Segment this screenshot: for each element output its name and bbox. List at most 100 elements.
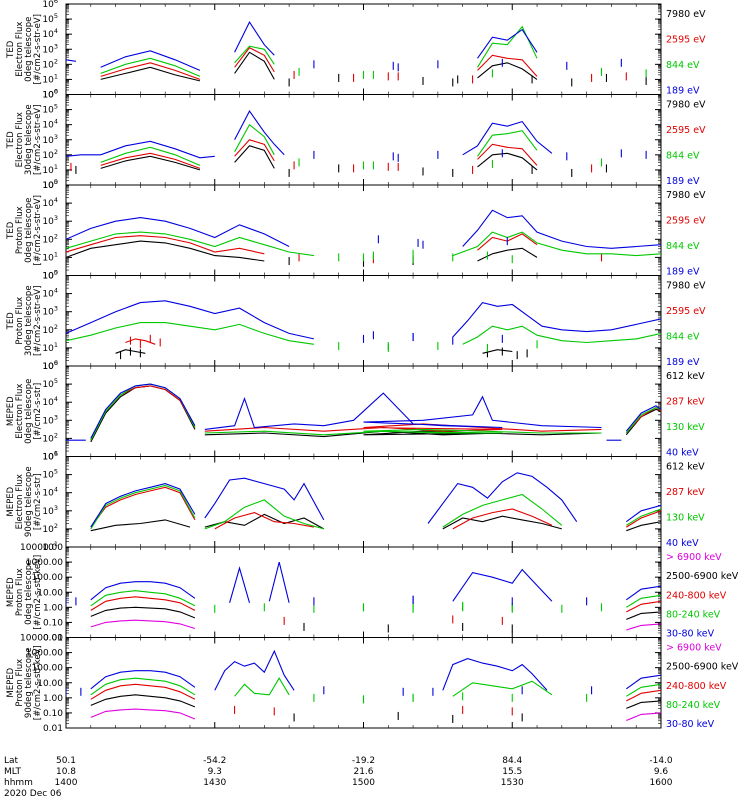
- xrow-hhmm-value: 1400: [55, 778, 78, 788]
- legend-entry: > 6900 keV: [666, 552, 722, 563]
- series-3: [66, 322, 661, 352]
- data-layer: [66, 383, 661, 443]
- ytick-label: 103: [42, 413, 58, 426]
- legend-entry: 2595 eV: [666, 306, 706, 317]
- panel-3: 1 0 0 101 102 103 104 105 TED Proton Flux 0deg tel…: [6, 178, 706, 282]
- xrow-mlt-value: 10.8: [56, 767, 76, 777]
- panel-8: 0.01 0.10 1.00 10.00 100.00 1000.00 10000.00 ME…: [6, 634, 739, 735]
- ytick-exponent: 5: [54, 103, 58, 111]
- ytick-label: 101: [42, 72, 58, 85]
- ytick-exponent: 4: [54, 27, 58, 35]
- series-1: [90, 708, 661, 722]
- series-line: [90, 619, 196, 630]
- series-4: [66, 209, 661, 249]
- legend-entry: 612 keV: [666, 371, 705, 382]
- series-line: [234, 145, 275, 169]
- panel-frame: [65, 637, 662, 729]
- series-2: [100, 47, 627, 84]
- series-line: [204, 423, 602, 432]
- series-line: [90, 385, 196, 443]
- ytick-exponent: 2: [54, 431, 58, 439]
- series-line: [626, 508, 661, 526]
- series-line: [90, 683, 196, 700]
- series-line: [234, 45, 275, 65]
- ylabel-line: Electron Flux: [15, 22, 25, 77]
- series-1: [115, 347, 528, 360]
- series-line: [100, 146, 201, 166]
- legend-entry: 189 eV: [666, 357, 700, 368]
- data-layer: [90, 472, 661, 532]
- ytick-label: 105: [42, 377, 58, 390]
- legend-entry: 240-800 keV: [666, 590, 727, 601]
- panel-2: 1 0 0 101 102 103 104 105 106 TED Electron Flux 30d…: [6, 88, 706, 192]
- ytick-exponent: 1: [54, 540, 58, 548]
- series-line: [90, 606, 196, 619]
- ytick-label: 104: [42, 196, 58, 209]
- ylabel-line: Proton Flux: [15, 206, 25, 254]
- series-1: [90, 619, 661, 631]
- ytick-label: 104: [42, 287, 58, 300]
- panel-frame: [65, 456, 662, 548]
- ytick-exponent: 5: [54, 178, 58, 186]
- ylabel-line: 30deg telescope: [24, 285, 34, 356]
- ytick-label: 101: [42, 341, 58, 354]
- ylabel-line: MEPED: [6, 486, 16, 516]
- xrow-mlt-value: 9.6: [654, 767, 669, 777]
- series-1: [100, 51, 661, 87]
- series-4: [66, 383, 661, 441]
- ytick-exponent: 0: [54, 178, 58, 186]
- ylabel-line: [#/cm2-s-str]: [33, 383, 43, 440]
- series-line: [477, 143, 538, 166]
- ytick-exponent: 0: [54, 269, 58, 277]
- ytick-label: 101: [42, 250, 58, 263]
- ytick-label: 102: [42, 431, 58, 444]
- series-line: [427, 472, 578, 524]
- series-line: [90, 694, 196, 708]
- ytick-label: 104: [42, 395, 58, 408]
- series-line: [204, 499, 324, 530]
- ylabel-line: [#/cm2-s-str-keV]: [33, 555, 43, 630]
- ylabel-line: Proton Flux: [15, 659, 25, 707]
- legend-entry: 189 eV: [666, 176, 700, 187]
- series-line: [462, 120, 553, 156]
- legend-entry: 30-80 keV: [666, 719, 715, 730]
- legend-entry: 287 keV: [666, 397, 705, 408]
- legend-entry: 189 eV: [666, 267, 700, 278]
- ytick-exponent: 3: [54, 42, 58, 50]
- series-line: [626, 689, 661, 702]
- series-4: [66, 300, 661, 345]
- series-line: [90, 486, 196, 528]
- ytick-label: 102: [42, 57, 58, 70]
- ylabel-line: TED: [6, 40, 16, 59]
- ytick-label: 106: [42, 0, 58, 10]
- data-layer: [66, 110, 647, 177]
- series-line: [442, 658, 548, 691]
- series-3: [90, 683, 661, 716]
- ylabel-line: 90deg telescope: [24, 647, 34, 718]
- ytick-label: 102: [42, 323, 58, 336]
- series-line: [100, 66, 201, 82]
- series-line: [626, 683, 661, 697]
- ylabel-line: 0deg telescope: [24, 198, 34, 263]
- ytick-label: 100.00: [32, 573, 64, 583]
- data-layer: [66, 649, 661, 723]
- series-2: [125, 334, 161, 349]
- ylabel-line: MEPED: [6, 577, 16, 607]
- series-line: [100, 155, 201, 171]
- xrow-label-hhmm: hhmm: [4, 778, 33, 788]
- series-line: [626, 600, 661, 613]
- ytick-exponent: 1: [54, 250, 58, 258]
- date-label: 2020 Dec 06: [4, 789, 62, 799]
- series-line: [626, 594, 661, 608]
- series-4: [66, 110, 647, 162]
- ylabel-line: 90deg telescope: [24, 466, 34, 537]
- ytick-exponent: 4: [54, 395, 58, 403]
- series-line: [100, 62, 201, 80]
- series-line: [214, 649, 295, 691]
- ytick-label: 106: [42, 88, 58, 101]
- ytick-label: 103: [42, 42, 58, 55]
- ytick-label: 106: [42, 450, 58, 463]
- ytick-label: 1000.00: [26, 649, 63, 659]
- legend-entry: 844 eV: [666, 60, 700, 71]
- series-line: [90, 590, 196, 607]
